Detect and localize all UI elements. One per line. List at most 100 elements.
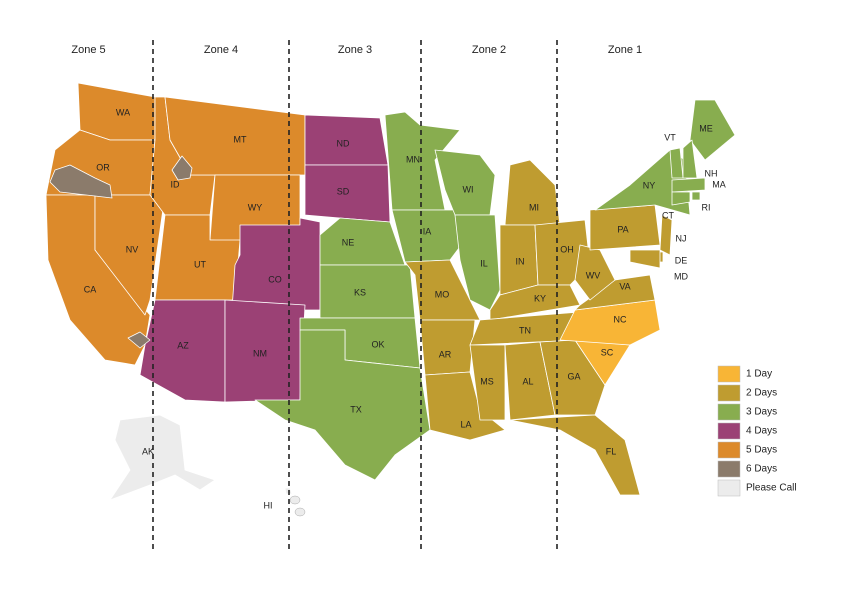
state-label: HI [264, 500, 273, 510]
state-label: MD [674, 271, 688, 281]
state [424, 371, 506, 441]
state [629, 249, 661, 269]
state-label: CT [662, 210, 674, 220]
state [669, 147, 684, 179]
state-label: OR [96, 162, 110, 172]
legend-swatch [717, 479, 741, 497]
legend-swatch [717, 365, 741, 383]
state-label: ME [699, 123, 713, 133]
state-label: MI [529, 202, 539, 212]
state [659, 214, 673, 256]
state [504, 159, 561, 226]
legend: 1 Day 2 Days 3 Days 4 Days 5 Days 6 Days Pleas… [717, 365, 797, 497]
legend-label: 3 Days [746, 407, 777, 418]
state-label: MA [712, 179, 726, 189]
state [319, 264, 416, 319]
state-label: NM [253, 348, 267, 358]
state-label: NY [643, 180, 656, 190]
state-label: NE [342, 237, 355, 247]
state [559, 299, 661, 346]
legend-label: 1 Day [746, 369, 772, 380]
state [682, 139, 698, 179]
island [294, 507, 306, 517]
state-label: MO [435, 289, 450, 299]
legend-swatch [717, 441, 741, 459]
state-label: MT [234, 134, 247, 144]
state-label: VT [664, 132, 676, 142]
state-label: OH [560, 244, 574, 254]
state-label: NJ [676, 233, 687, 243]
state-label: WA [116, 107, 130, 117]
state-label: AZ [177, 340, 189, 350]
state-label: WY [248, 202, 263, 212]
zones: Zone 5 Zone 4 Zone 3 Zone 2 Zone 1 [71, 40, 642, 552]
legend-swatch [717, 384, 741, 402]
legend-swatch [717, 422, 741, 440]
state-label: DE [675, 255, 688, 265]
state [469, 344, 506, 421]
zone-label: Zone 4 [204, 44, 238, 56]
state-label: IL [480, 258, 488, 268]
zone-label: Zone 5 [71, 44, 105, 56]
state-label: PA [617, 224, 628, 234]
legend-swatch [717, 460, 741, 478]
state-label: CA [84, 284, 97, 294]
state-label: ID [171, 179, 181, 189]
state-label: FL [606, 446, 617, 456]
legend-label: 2 Days [746, 388, 777, 399]
state [391, 209, 466, 263]
legend-label: 5 Days [746, 445, 777, 456]
state-label: MS [480, 376, 494, 386]
state-label: WV [586, 270, 601, 280]
state-label: CO [268, 274, 282, 284]
state-label: UT [194, 259, 206, 269]
zone-label: Zone 3 [338, 44, 372, 56]
state-label: ND [337, 138, 350, 148]
state-label: IA [423, 226, 432, 236]
state [689, 99, 736, 161]
states [45, 82, 736, 517]
six-day-area [127, 331, 151, 349]
state-label: LA [460, 419, 471, 429]
state-label: OK [371, 339, 384, 349]
state-label: TN [519, 325, 531, 335]
state-label: WI [463, 184, 474, 194]
state-label: AK [142, 446, 154, 456]
state-label: NC [614, 314, 627, 324]
zone-label: Zone 2 [472, 44, 506, 56]
state-label: NV [126, 244, 139, 254]
state-labels: WA OR CA NV ID MT WY UT CO AZ NM ND SD NE KS OK TX MN IA MO… [84, 107, 726, 510]
state [109, 414, 216, 501]
state-label: VA [619, 281, 630, 291]
state-label: KY [534, 293, 546, 303]
state [319, 217, 406, 266]
state-label: SD [337, 186, 350, 196]
legend-label: 4 Days [746, 426, 777, 437]
state-label: SC [601, 347, 614, 357]
legend-label: 6 Days [746, 464, 777, 475]
state-label: AL [522, 376, 533, 386]
state-label: NH [705, 168, 718, 178]
state [691, 191, 701, 201]
legend-label: Please Call [746, 483, 797, 494]
six-day-area [49, 164, 113, 199]
zone-label: Zone 1 [608, 44, 642, 56]
state-label: GA [567, 371, 580, 381]
state [509, 414, 641, 496]
state [231, 217, 321, 311]
state-label: KS [354, 287, 366, 297]
state-label: MN [406, 154, 420, 164]
state [671, 191, 691, 206]
state [671, 177, 706, 193]
island [289, 495, 301, 505]
state-label: TX [350, 404, 362, 414]
state [254, 329, 431, 481]
state [419, 319, 476, 376]
six-day-areas [49, 155, 193, 349]
six-day-area [171, 155, 193, 181]
state-label: IN [516, 256, 525, 266]
state-label: RI [702, 202, 711, 212]
state-label: AR [439, 349, 452, 359]
legend-swatch [717, 403, 741, 421]
